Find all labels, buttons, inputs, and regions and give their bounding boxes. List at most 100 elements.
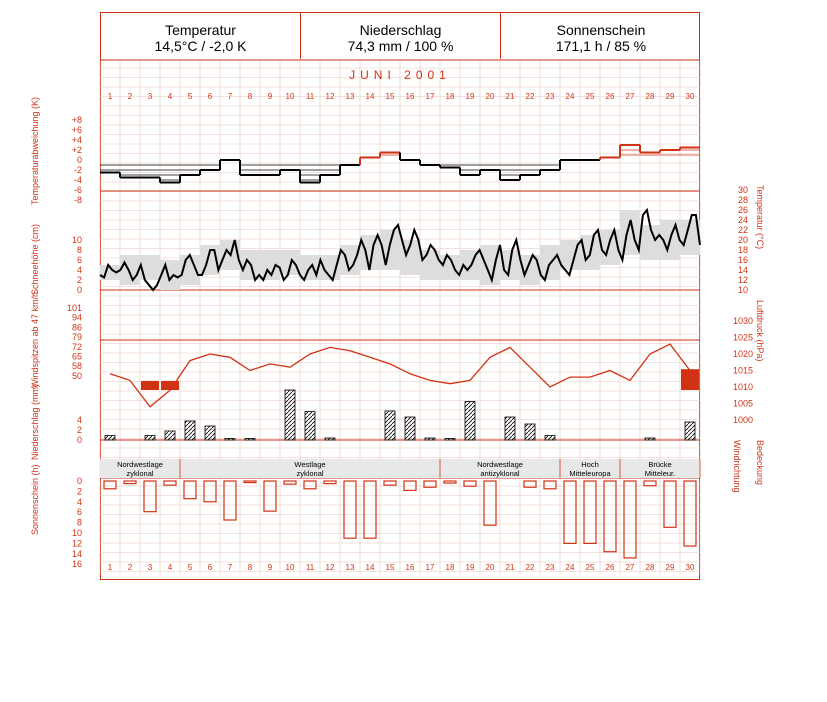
day-label-top: 10 [286, 92, 295, 101]
day-label-bottom: 13 [346, 563, 355, 572]
temperature-tick: 12 [738, 275, 748, 285]
day-label-bottom: 19 [466, 563, 475, 572]
sunshine-bar [343, 480, 357, 539]
day-label-top: 1 [108, 92, 113, 101]
sunshine-bar [603, 480, 617, 553]
temperature-tick: 16 [738, 255, 748, 265]
header-precipitation-value: 74,3 mm / 100 % [347, 38, 454, 54]
day-label-bottom: 15 [386, 563, 395, 572]
wind-gust-tick: 86 [72, 322, 82, 332]
temperature-tick: 30 [738, 185, 748, 195]
label-temperature: Temperatur (°C) [755, 185, 765, 250]
weather-type-sublabel: Mitteleuropa [569, 469, 611, 478]
snow-tick: 4 [77, 265, 82, 275]
day-label-top: 27 [626, 92, 635, 101]
temp-anomaly-tick: +4 [72, 135, 82, 145]
precip-bar [144, 435, 156, 441]
day-label-bottom: 10 [286, 563, 295, 572]
temperature-range-bar [560, 240, 580, 270]
weather-type-sublabel: zyklonal [296, 469, 323, 478]
label-layer: JUNI 2001 112233445566778899101011111212… [67, 68, 753, 572]
snow-tick: 2 [77, 275, 82, 285]
day-label-bottom: 17 [426, 563, 435, 572]
temperature-range-bar [600, 230, 620, 265]
label-cloud: Bedeckung [755, 440, 765, 486]
day-label-bottom: 30 [686, 563, 695, 572]
temperature-range-bar [620, 210, 640, 255]
temp-anomaly-tick: -8 [74, 195, 82, 205]
temperature-tick: 14 [738, 265, 748, 275]
day-label-bottom: 24 [566, 563, 575, 572]
sunshine-bar [463, 480, 477, 487]
pressure-tick: 1025 [733, 333, 753, 343]
snow-tick: 6 [77, 255, 82, 265]
day-label-bottom: 1 [108, 563, 113, 572]
precip-tick: 2 [77, 425, 82, 435]
precip-bar [244, 438, 256, 441]
wind-gust-tick: 58 [72, 361, 82, 371]
header-sunshine-value: 171,1 h / 85 % [555, 38, 647, 54]
precip-bar [384, 410, 396, 441]
weather-type-label: Westlage [294, 460, 325, 469]
header-temperature: Temperatur 14,5°C / -2,0 K [101, 13, 301, 59]
temperature-range-bar [280, 250, 300, 275]
temp-anomaly-tick: +6 [72, 125, 82, 135]
pressure-tick: 1030 [733, 316, 753, 326]
snow-tick: 10 [72, 235, 82, 245]
wind-gust-tick: 50 [72, 371, 82, 381]
precip-bar [404, 416, 416, 441]
sunshine-tick: 16 [72, 559, 82, 569]
sunshine-bar [243, 480, 257, 484]
sunshine-tick: 4 [77, 497, 82, 507]
temp-anomaly-tick: -2 [74, 165, 82, 175]
wind-gust-tick: 94 [72, 313, 82, 323]
sunshine-bar [163, 480, 177, 486]
day-label-bottom: 8 [248, 563, 253, 572]
day-label-top: 11 [306, 92, 315, 101]
weather-type-label: Nordwestlage [477, 460, 523, 469]
temperature-range-bar [140, 255, 160, 280]
data-layer [99, 144, 701, 559]
temperature-tick: 26 [738, 205, 748, 215]
sunshine-bar [683, 480, 697, 547]
day-label-bottom: 22 [526, 563, 535, 572]
day-label-top: 19 [466, 92, 475, 101]
pressure-tick: 1010 [733, 382, 753, 392]
day-label-bottom: 20 [486, 563, 495, 572]
precip-bar [644, 437, 656, 441]
day-label-top: 29 [666, 92, 675, 101]
sunshine-bar [103, 480, 117, 490]
day-label-top: 20 [486, 92, 495, 101]
snow-tick: 8 [77, 245, 82, 255]
precip-bar [544, 435, 556, 441]
sunshine-tick: 8 [77, 518, 82, 528]
sunshine-bar [423, 480, 437, 488]
sunshine-bar [283, 480, 297, 485]
sunshine-bar [543, 480, 557, 490]
day-label-top: 28 [646, 92, 655, 101]
day-label-top: 24 [566, 92, 575, 101]
precip-tick: 4 [77, 415, 82, 425]
day-label-top: 18 [446, 92, 455, 101]
temperature-range-bar [480, 245, 500, 285]
precip-bar [524, 423, 536, 441]
precip-tick: 0 [77, 435, 82, 445]
day-label-top: 4 [168, 92, 173, 101]
weather-type-label: Hoch [581, 460, 599, 469]
day-label-top: 5 [188, 92, 193, 101]
temperature-tick: 24 [738, 215, 748, 225]
temp-anomaly-tick: +8 [72, 115, 82, 125]
temp-anomaly-tick: -6 [74, 185, 82, 195]
day-label-bottom: 26 [606, 563, 615, 572]
precip-bar [684, 421, 696, 441]
day-label-bottom: 21 [506, 563, 515, 572]
sunshine-bar [383, 480, 397, 486]
temperature-tick: 20 [738, 235, 748, 245]
precip-bar [104, 435, 116, 441]
sunshine-bar [583, 480, 597, 545]
header-precipitation-title: Niederschlag [359, 22, 442, 38]
weather-type-label: Nordwestlage [117, 460, 163, 469]
wind-gust-tick: 101 [67, 303, 82, 313]
temperature-tick: 28 [738, 195, 748, 205]
